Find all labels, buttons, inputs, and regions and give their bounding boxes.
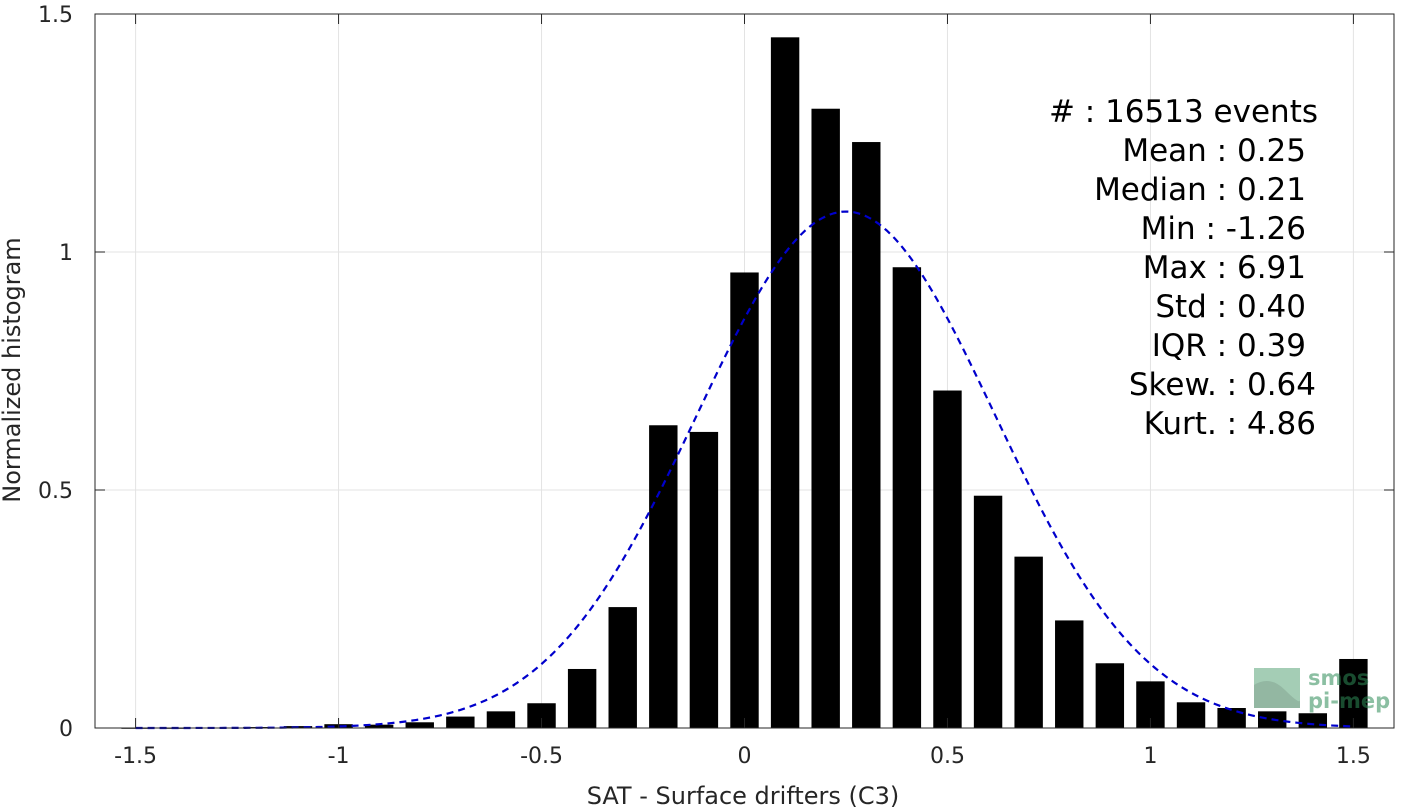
histogram-bar	[1095, 663, 1125, 728]
histogram-bar	[1055, 620, 1084, 728]
x-tick-label: 0	[738, 744, 752, 769]
stat-line: IQR : 0.39	[1152, 328, 1306, 364]
histogram-bar	[933, 390, 962, 728]
histogram-bar	[1339, 658, 1368, 728]
x-tick-label: 1	[1143, 744, 1157, 769]
stat-line: Kurt. : 4.86	[1144, 406, 1316, 442]
histogram-bar	[1217, 708, 1246, 728]
histogram-bar	[892, 267, 922, 728]
histogram-bar	[1176, 702, 1206, 728]
histogram-bar	[608, 607, 637, 728]
logo-line2: pi-mep	[1308, 689, 1390, 713]
histogram-bar	[649, 425, 678, 728]
y-tick-label: 0.5	[38, 479, 73, 504]
x-tick-label: 0.5	[930, 744, 965, 769]
histogram-bar	[770, 37, 800, 729]
y-tick-label: 0	[59, 717, 73, 742]
axes	[94, 13, 1395, 729]
histogram-bar	[405, 722, 434, 728]
histogram-bar	[852, 142, 881, 728]
histogram-bar	[689, 431, 719, 728]
x-tick-label: -1	[328, 744, 350, 769]
histogram-bar	[730, 272, 759, 728]
histogram-bar	[364, 724, 394, 728]
histogram-bar	[811, 108, 840, 728]
histogram-bar	[446, 716, 475, 728]
stat-line: Max : 6.91	[1143, 250, 1306, 286]
smos-pimep-logo: smos pi-mep	[1254, 666, 1390, 713]
histogram-bar	[973, 495, 1003, 728]
stat-line: Mean : 0.25	[1122, 133, 1306, 169]
tick-labels: -1.5 -1 -0.5 0 0.5 1 1.5 0 0.5 1 1.5	[38, 3, 1371, 769]
histogram-bar	[486, 711, 516, 728]
y-axis-label: Normalized histogram	[0, 237, 26, 502]
stat-line: Min : -1.26	[1141, 211, 1306, 247]
stat-line: Skew. : 0.64	[1129, 367, 1316, 403]
logo-wave-icon-dark	[1254, 681, 1300, 708]
stat-line: Median : 0.21	[1094, 172, 1306, 208]
histogram-bar	[1014, 556, 1043, 728]
logo-line1: smos	[1308, 666, 1369, 690]
y-tick-label: 1.5	[38, 3, 73, 28]
y-tick-label: 1	[59, 241, 73, 266]
histogram-bar	[567, 668, 597, 728]
stat-line: Std : 0.40	[1155, 289, 1306, 325]
stat-line: # : 16513 events	[1049, 94, 1318, 130]
x-tick-label: -0.5	[520, 744, 563, 769]
x-axis-label: SAT - Surface drifters (C3)	[587, 782, 900, 809]
x-tick-label: 1.5	[1336, 744, 1371, 769]
x-tick-label: -1.5	[114, 744, 157, 769]
